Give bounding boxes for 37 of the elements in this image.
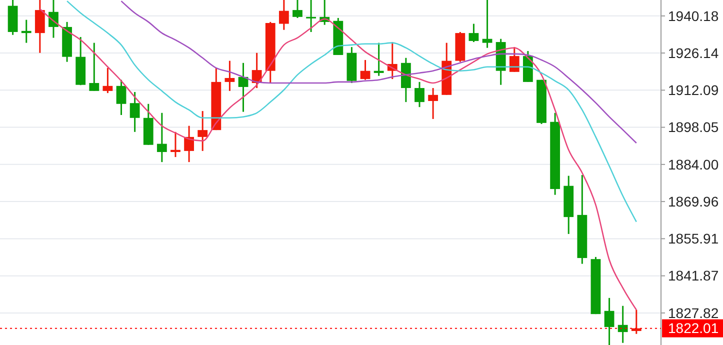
candlestick	[468, 23, 479, 43]
candlestick	[89, 42, 100, 92]
candlestick	[618, 305, 628, 344]
candlestick	[34, 0, 45, 54]
candlestick	[198, 110, 208, 152]
ref-line-label: 1822.01	[668, 320, 719, 336]
line-series	[66, 0, 638, 222]
candlestick	[604, 297, 614, 345]
candlestick	[170, 131, 180, 158]
candlestick	[116, 79, 126, 116]
candlestick	[224, 60, 235, 92]
candlestick	[48, 0, 58, 39]
y-tick-label: 1926.14	[668, 44, 719, 61]
candlestick	[102, 67, 113, 94]
line-series	[39, 8, 638, 310]
y-tick-label: 1940.18	[668, 8, 719, 24]
candlestick	[21, 19, 32, 44]
candlestick	[482, 0, 492, 49]
candlestick	[414, 81, 424, 108]
candlestick	[184, 125, 194, 163]
y-tick-label: 1898.05	[668, 119, 719, 136]
y-tick-label: 1841.87	[668, 268, 719, 284]
y-tick-label: 1855.91	[668, 230, 719, 247]
candlestick	[292, 0, 302, 19]
candlestick	[374, 42, 384, 77]
line-series	[120, 0, 638, 144]
y-tick-label: 1827.82	[668, 304, 719, 321]
candlestick	[156, 112, 167, 163]
candlestick	[306, 0, 316, 33]
y-tick-label: 1884.00	[668, 156, 719, 172]
candlestick	[360, 59, 370, 81]
candlestick	[428, 87, 438, 120]
candlestick	[130, 91, 140, 133]
y-tick-label: 1869.96	[668, 193, 719, 210]
candlestick	[278, 0, 289, 31]
candlestick	[509, 46, 520, 73]
y-tick-label: 1912.09	[668, 82, 719, 98]
